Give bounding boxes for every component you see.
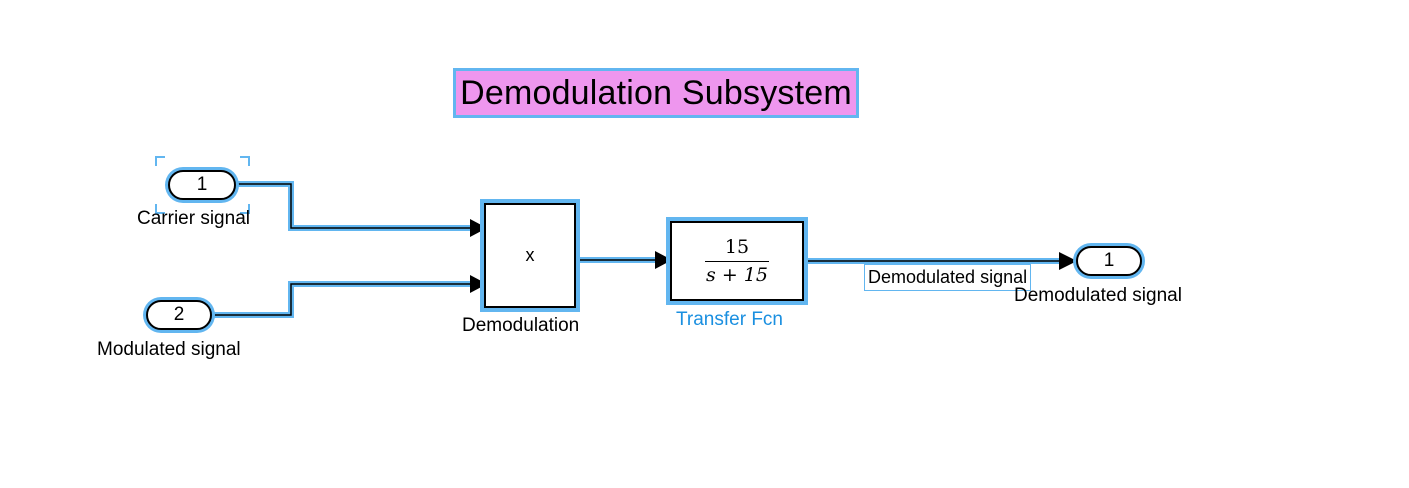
selection-corner-bl	[155, 204, 165, 214]
arrowhead-product-in1	[470, 219, 487, 237]
wire-modulated-to-product[interactable]	[212, 281, 474, 318]
product-block-label[interactable]: Demodulation	[462, 315, 580, 336]
arrowhead-outport-in	[1059, 252, 1077, 270]
transfer-fcn-label[interactable]: Transfer Fcn	[676, 309, 783, 330]
selection-corner-br	[240, 204, 250, 214]
inport-carrier[interactable]: 1	[168, 170, 236, 200]
subsystem-title-text: Demodulation Subsystem	[460, 73, 852, 112]
fraction-bar	[705, 260, 769, 262]
transfer-fcn-expression: 15 s + 15	[705, 235, 769, 286]
inport-modulated-label[interactable]: Modulated signal	[97, 339, 241, 360]
selection-corner-tl	[155, 156, 165, 166]
transfer-fcn-denominator: s + 15	[706, 263, 768, 286]
signal-line-label[interactable]: Demodulated signal	[864, 264, 1032, 291]
arrowhead-product-in2	[470, 275, 487, 293]
product-symbol: x	[525, 245, 535, 265]
inport-carrier-number: 1	[196, 174, 208, 195]
selection-corner-tr	[240, 156, 250, 166]
product-block[interactable]: x	[484, 203, 576, 308]
transfer-fcn-numerator: 15	[724, 235, 750, 258]
transfer-fcn-block[interactable]: 15 s + 15	[670, 221, 804, 301]
subsystem-title[interactable]: Demodulation Subsystem	[453, 68, 859, 118]
outport-label[interactable]: Demodulated signal	[1014, 285, 1182, 306]
inport-modulated-number: 2	[173, 304, 185, 325]
arrowhead-tf-in	[655, 251, 672, 269]
wire-carrier-to-product[interactable]	[236, 181, 474, 231]
inport-modulated[interactable]: 2	[146, 300, 212, 330]
inport-carrier-label[interactable]: Carrier signal	[137, 208, 250, 229]
outport-number: 1	[1103, 250, 1115, 271]
outport-demodulated[interactable]: 1	[1076, 246, 1142, 276]
